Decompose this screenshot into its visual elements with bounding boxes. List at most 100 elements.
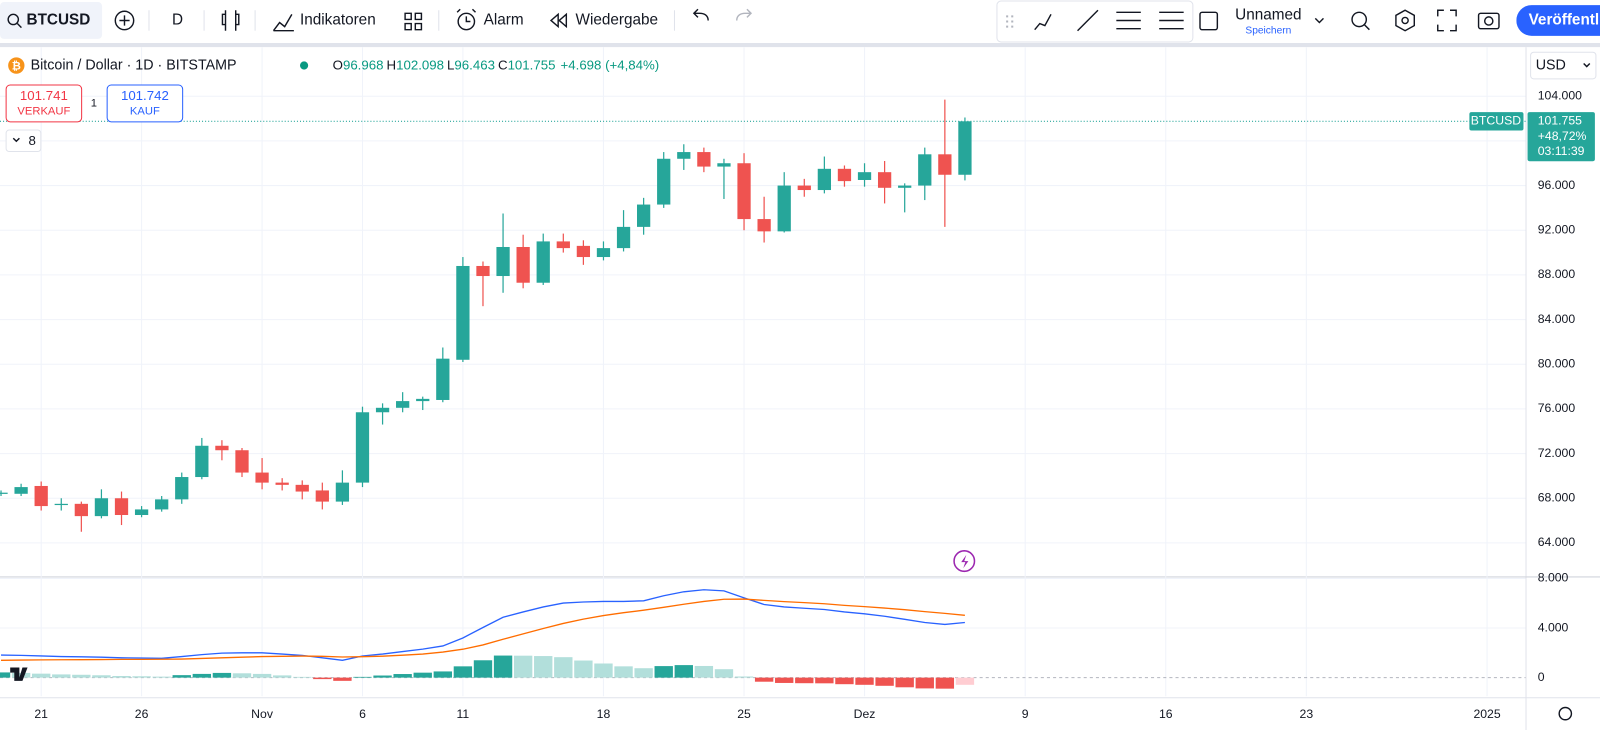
histogram-bar [574, 660, 593, 678]
drawing-toolbar [996, 0, 1194, 43]
indicators-count[interactable]: 8 [29, 133, 36, 148]
histogram-bar [895, 677, 914, 688]
x-tick-label: 11 [457, 707, 470, 721]
layout-menu[interactable] [1314, 17, 1324, 24]
y-tick-label: 64.000 [1538, 535, 1576, 549]
quick-search[interactable] [1351, 11, 1368, 28]
sell-button[interactable] [5, 84, 83, 123]
histogram-bar [614, 666, 633, 678]
screenshot-icon [1483, 16, 1494, 26]
candle-body [777, 185, 791, 232]
candle-body [657, 158, 671, 205]
candle-body [677, 152, 691, 159]
candle-body [416, 398, 430, 402]
sell-label[interactable]: VERKAUF [17, 106, 70, 118]
histogram-bar [52, 674, 71, 678]
redo-button[interactable] [736, 8, 753, 21]
histogram-bar [393, 674, 412, 678]
candle-body [697, 152, 711, 167]
histogram-bar [795, 677, 814, 684]
indicators-icon[interactable] [272, 13, 294, 32]
replay-icon[interactable] [549, 12, 568, 29]
alarm-icon[interactable] [457, 12, 476, 31]
publish-button[interactable] [1516, 5, 1600, 36]
screenshot-button[interactable] [1477, 12, 1500, 30]
buy-button[interactable] [106, 84, 184, 123]
candle-body [556, 241, 570, 249]
x-tick-label: 21 [34, 707, 48, 721]
candle-body [476, 265, 490, 277]
compare-icon [119, 15, 130, 26]
histogram-bar [293, 676, 312, 678]
drag-handle[interactable] [1006, 15, 1014, 28]
draw-tool[interactable] [1077, 9, 1099, 32]
candle-body [536, 241, 550, 283]
candle-body [757, 219, 771, 232]
y-tick-label: 104.000 [1538, 88, 1582, 102]
symbol-search[interactable] [0, 2, 103, 39]
ohlc-key: H [387, 57, 397, 72]
replay-button[interactable]: Wiedergabe [576, 12, 659, 29]
interval[interactable]: D [172, 12, 183, 29]
ohlc-change: +4.698 (+4,84%) [561, 57, 660, 72]
x-tick-label: 23 [1300, 707, 1314, 721]
candle-body [958, 121, 972, 175]
buy-label[interactable]: KAUF [130, 106, 160, 118]
candle-body [295, 484, 309, 492]
histogram-bar [132, 676, 151, 678]
candle-body [456, 265, 470, 360]
histogram-bar [935, 677, 955, 689]
candle-body [215, 445, 229, 451]
publish-label[interactable]: Veröffentlichen [1529, 12, 1600, 29]
currency-select[interactable] [1530, 51, 1597, 80]
candle-body [576, 245, 591, 258]
bitcoin-logo-mark: ₿ [12, 61, 21, 73]
bar-countdown: 03:11:39 [1538, 144, 1585, 158]
histogram-bar [775, 677, 794, 683]
candle-body [396, 401, 410, 408]
candle-body [114, 498, 129, 516]
histogram-bar [554, 657, 573, 678]
histogram-bar [333, 677, 352, 681]
symbol-description: Bitcoin / Dollar · 1D · BITSTAMP [31, 57, 237, 73]
last-price-tag [1469, 112, 1524, 131]
ohlc-value: 96.968 [343, 57, 384, 72]
layout-button[interactable] [1199, 11, 1219, 31]
compare-button[interactable] [114, 10, 135, 31]
candle-body [898, 185, 912, 188]
x-tick-label: 6 [359, 707, 366, 721]
indicators-button[interactable]: Indikatoren [300, 12, 376, 29]
spread: 1 [91, 97, 97, 109]
draw-tool[interactable] [1159, 11, 1184, 30]
draw-tool[interactable] [1116, 11, 1141, 30]
histogram-bar [654, 666, 673, 678]
axis-settings[interactable] [1558, 706, 1573, 721]
indicator-line [1, 589, 965, 661]
candle-body [315, 490, 329, 502]
histogram-bar [252, 673, 272, 678]
histogram-bar [634, 668, 653, 678]
y-tick-label: 92.000 [1538, 222, 1576, 236]
chart-type-button[interactable] [221, 10, 240, 31]
layout-name[interactable]: Unnamed [1235, 6, 1301, 23]
alarm-button[interactable]: Alarm [484, 12, 524, 29]
undo-button[interactable] [692, 8, 709, 21]
buy-price[interactable]: 101.742 [121, 88, 169, 103]
indicators-toggle[interactable] [5, 129, 42, 153]
histogram-bar [212, 672, 232, 678]
toolbar: BTCUSD D Indikatoren Alarm Wiedergabe Un… [0, 0, 1600, 48]
currency[interactable]: USD [1536, 57, 1566, 73]
draw-tool[interactable] [1034, 13, 1052, 31]
settings-button[interactable] [1395, 9, 1415, 32]
symbol[interactable]: BTCUSD [27, 12, 91, 29]
save-label[interactable]: Speichern [1245, 25, 1291, 36]
fullscreen-button[interactable] [1437, 9, 1457, 32]
x-tick-label: Dez [854, 707, 876, 721]
templates-button[interactable] [404, 12, 423, 31]
indicators-toggle-icon [12, 137, 20, 143]
histogram-bar [694, 665, 714, 678]
ohlc-key: O [333, 57, 343, 72]
sell-price[interactable]: 101.741 [20, 88, 68, 103]
